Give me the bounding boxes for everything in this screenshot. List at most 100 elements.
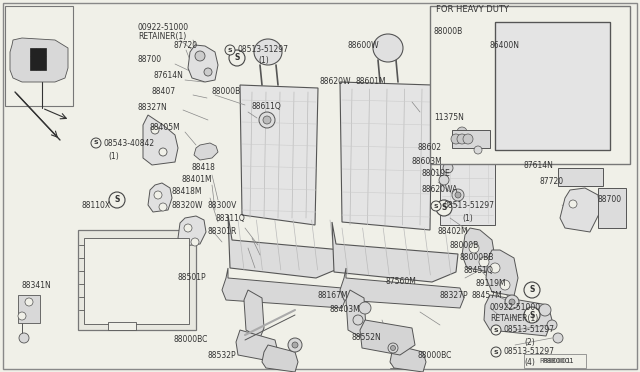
Text: 88405M: 88405M <box>150 122 180 131</box>
Text: (1): (1) <box>108 151 119 160</box>
Circle shape <box>453 123 471 141</box>
Text: 88700: 88700 <box>138 55 162 64</box>
Text: 00922-51000: 00922-51000 <box>138 23 189 32</box>
Ellipse shape <box>460 34 496 66</box>
Circle shape <box>436 200 452 216</box>
Circle shape <box>491 325 501 335</box>
Text: (2): (2) <box>524 337 535 346</box>
Circle shape <box>359 302 371 314</box>
Text: 08513-51297: 08513-51297 <box>237 45 288 55</box>
Circle shape <box>259 112 275 128</box>
Circle shape <box>469 243 479 253</box>
Circle shape <box>388 343 398 353</box>
Text: S: S <box>442 203 447 212</box>
Text: 86400N: 86400N <box>490 42 520 51</box>
Circle shape <box>390 346 396 350</box>
Text: 00922-51000: 00922-51000 <box>490 304 541 312</box>
Text: 88341N: 88341N <box>22 280 52 289</box>
Circle shape <box>292 342 298 348</box>
Text: 88552N: 88552N <box>352 334 381 343</box>
Circle shape <box>524 282 540 298</box>
Text: 88402M: 88402M <box>437 228 468 237</box>
Text: 08513-51297: 08513-51297 <box>443 202 494 211</box>
Polygon shape <box>332 222 458 282</box>
Polygon shape <box>390 345 426 372</box>
Polygon shape <box>240 85 318 225</box>
Circle shape <box>159 148 167 156</box>
Text: 88311Q: 88311Q <box>216 215 246 224</box>
Circle shape <box>229 50 245 66</box>
Text: R880001: R880001 <box>539 358 571 364</box>
Circle shape <box>439 175 449 185</box>
Circle shape <box>431 201 441 211</box>
Polygon shape <box>222 268 346 308</box>
Bar <box>18 295 40 323</box>
Circle shape <box>353 315 363 325</box>
Text: 88620WA: 88620WA <box>422 186 458 195</box>
Bar <box>495 22 610 150</box>
Circle shape <box>263 116 271 124</box>
Polygon shape <box>228 215 342 278</box>
Circle shape <box>452 189 464 201</box>
Text: 87614N: 87614N <box>524 160 554 170</box>
Circle shape <box>455 192 461 198</box>
Circle shape <box>463 134 473 144</box>
Polygon shape <box>178 216 206 246</box>
Text: 88300V: 88300V <box>208 202 237 211</box>
Text: 87560M: 87560M <box>386 278 417 286</box>
Circle shape <box>154 191 162 199</box>
Text: 88457M: 88457M <box>472 292 503 301</box>
Circle shape <box>195 51 205 61</box>
Circle shape <box>159 203 167 211</box>
Text: 88327P: 88327P <box>440 292 468 301</box>
Bar <box>30 48 46 70</box>
Text: 88000BC: 88000BC <box>418 352 452 360</box>
Text: 87720: 87720 <box>174 42 198 51</box>
Polygon shape <box>340 82 432 230</box>
Bar <box>430 6 630 164</box>
Bar <box>598 188 626 228</box>
Text: 88019E: 88019E <box>422 170 451 179</box>
Text: RETAINER(1): RETAINER(1) <box>138 32 186 41</box>
Text: 08513-51297: 08513-51297 <box>503 347 554 356</box>
Ellipse shape <box>254 39 282 65</box>
Text: 88110X: 88110X <box>82 202 111 211</box>
Text: 87614N: 87614N <box>154 71 184 80</box>
Circle shape <box>457 134 467 144</box>
Polygon shape <box>486 250 518 296</box>
Bar <box>84 238 189 324</box>
Ellipse shape <box>373 34 403 62</box>
Circle shape <box>509 299 515 305</box>
Text: S: S <box>115 196 120 205</box>
Polygon shape <box>143 115 178 165</box>
Text: 08543-40842: 08543-40842 <box>103 138 154 148</box>
Text: 88403M: 88403M <box>330 305 361 314</box>
Text: 88320W: 88320W <box>172 202 204 211</box>
Text: 88167M: 88167M <box>318 292 349 301</box>
Circle shape <box>569 200 577 208</box>
Circle shape <box>490 263 500 273</box>
Text: 88327N: 88327N <box>138 103 168 112</box>
Circle shape <box>288 338 302 352</box>
Text: S: S <box>434 203 438 208</box>
Circle shape <box>524 307 540 323</box>
Circle shape <box>91 138 101 148</box>
Text: 87720: 87720 <box>540 176 564 186</box>
Text: (1): (1) <box>462 215 473 224</box>
Circle shape <box>225 45 235 55</box>
Polygon shape <box>346 290 366 338</box>
Circle shape <box>204 68 212 76</box>
Circle shape <box>505 295 519 309</box>
Text: 08513-51297: 08513-51297 <box>503 326 554 334</box>
Text: 88620W: 88620W <box>320 77 351 87</box>
Circle shape <box>451 134 461 144</box>
Circle shape <box>479 257 489 267</box>
Bar <box>452 130 490 148</box>
Text: 88407: 88407 <box>152 87 176 96</box>
Text: R880001: R880001 <box>542 358 573 364</box>
Text: 88000BC: 88000BC <box>174 336 209 344</box>
Circle shape <box>18 312 26 320</box>
Bar <box>558 168 603 186</box>
Polygon shape <box>462 228 495 272</box>
Polygon shape <box>148 183 172 212</box>
